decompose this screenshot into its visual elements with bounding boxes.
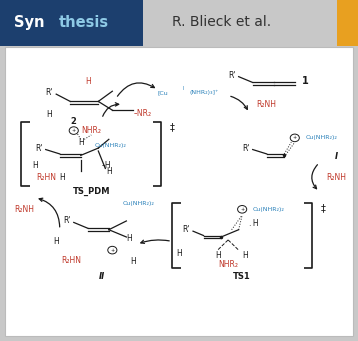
- Text: II: II: [99, 272, 105, 281]
- Text: –H: –H: [102, 161, 111, 170]
- Text: H: H: [126, 234, 132, 243]
- Text: Cu(NHR₂)₂: Cu(NHR₂)₂: [305, 135, 337, 140]
- Text: H: H: [130, 257, 136, 266]
- Text: Cu(NHR₂)₂: Cu(NHR₂)₂: [95, 143, 127, 148]
- Text: H: H: [242, 251, 248, 261]
- Text: ‡: ‡: [321, 204, 326, 213]
- Text: ‡: ‡: [170, 122, 175, 132]
- Text: I: I: [183, 86, 184, 91]
- Text: H: H: [46, 110, 52, 119]
- Text: . H: . H: [249, 219, 259, 228]
- Text: R₂HN: R₂HN: [61, 256, 81, 265]
- Text: R': R': [35, 144, 42, 152]
- Text: +: +: [110, 248, 115, 253]
- Text: H: H: [60, 173, 66, 182]
- Text: H: H: [53, 237, 59, 246]
- Text: Cu(NHR₂)₂: Cu(NHR₂)₂: [123, 201, 155, 206]
- Bar: [337, 0, 358, 46]
- Text: R': R': [242, 144, 250, 152]
- Text: Syn: Syn: [14, 15, 45, 30]
- Text: H: H: [106, 167, 112, 176]
- Text: R₂NH: R₂NH: [256, 100, 276, 109]
- Text: NHR₂: NHR₂: [218, 260, 238, 269]
- Text: R': R': [45, 88, 53, 97]
- Text: [Cu: [Cu: [158, 90, 169, 95]
- Text: R': R': [228, 71, 235, 80]
- Text: +: +: [293, 135, 297, 140]
- Text: H: H: [85, 76, 91, 86]
- Text: TS_PDM: TS_PDM: [73, 187, 110, 196]
- Text: +: +: [72, 128, 76, 133]
- Text: R': R': [63, 217, 71, 225]
- Text: NHR₂: NHR₂: [81, 126, 101, 135]
- Text: 1: 1: [302, 76, 309, 86]
- Text: +: +: [240, 207, 244, 212]
- Text: R': R': [182, 225, 190, 234]
- Text: –NR₂: –NR₂: [134, 108, 151, 118]
- Text: I: I: [335, 152, 338, 161]
- Text: H: H: [32, 161, 38, 170]
- Text: R. Blieck et al.: R. Blieck et al.: [173, 15, 271, 29]
- Text: 2: 2: [71, 117, 77, 126]
- Text: thesis: thesis: [59, 15, 109, 30]
- FancyBboxPatch shape: [5, 47, 353, 336]
- Text: TS1: TS1: [233, 272, 251, 281]
- Text: H: H: [176, 249, 182, 257]
- Text: R₂NH: R₂NH: [14, 205, 34, 214]
- Text: R₂HN: R₂HN: [36, 173, 56, 182]
- Text: H: H: [216, 251, 221, 261]
- Text: H: H: [78, 138, 84, 147]
- Text: R₂NH: R₂NH: [326, 173, 346, 182]
- Text: (NHR₂)₃]⁺: (NHR₂)₃]⁺: [189, 90, 219, 95]
- Bar: [0, 0, 143, 46]
- Text: Cu(NHR₂)₂: Cu(NHR₂)₂: [253, 207, 285, 212]
